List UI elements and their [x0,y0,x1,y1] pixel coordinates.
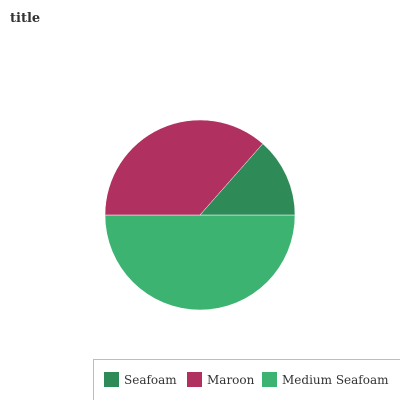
pie-slice-medium-seafoam [104,214,296,311]
legend-label: Maroon [207,373,255,387]
legend-swatch [262,372,277,387]
legend-label: Seafoam [124,373,177,387]
legend-label: Medium Seafoam [282,373,389,387]
pie-slice-seafoam [199,143,296,216]
legend: Seafoam Maroon Medium Seafoam [93,359,400,400]
legend-item-maroon: Maroon [187,372,255,387]
legend-swatch [104,372,119,387]
legend-item-medium-seafoam: Medium Seafoam [262,372,389,387]
legend-item-seafoam: Seafoam [104,372,177,387]
chart-title: title [10,11,40,26]
legend-box [93,359,400,400]
legend-swatch [187,372,202,387]
pie-slice-maroon [104,119,264,216]
pie-slices [104,119,296,311]
